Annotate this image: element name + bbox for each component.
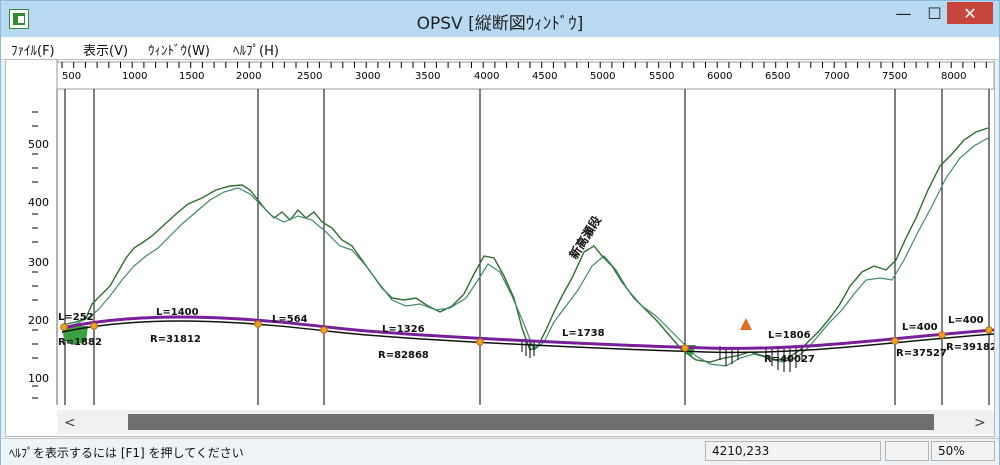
design-grade-line-2 xyxy=(61,320,995,354)
status-message: ﾍﾙﾌﾟを表示するには [F1] を押してください xyxy=(9,446,244,460)
ground-profile-line xyxy=(61,127,989,363)
grade-points xyxy=(60,320,993,352)
menu-view[interactable]: 表示(V) xyxy=(83,44,129,59)
menu-file[interactable]: ﾌｧｲﾙ(F) xyxy=(11,44,55,59)
minimize-button[interactable]: — xyxy=(895,3,912,23)
window-title: OPSV [縦断図ｳｨﾝﾄﾞｳ] xyxy=(416,14,584,34)
y-axis-ticks xyxy=(32,111,38,399)
y-label-300: 300 xyxy=(28,256,49,269)
status-zoom: 50% xyxy=(931,441,995,461)
label-l400a: L=400 xyxy=(902,322,938,333)
close-button[interactable]: ✕ xyxy=(947,2,993,24)
ruler-label-2500: 2500 xyxy=(297,71,322,82)
label-r1882: R=1882 xyxy=(58,337,102,348)
y-label-200: 200 xyxy=(28,314,49,327)
ruler-label-2000: 2000 xyxy=(236,71,261,82)
ruler-label-500: 500 xyxy=(62,71,81,82)
ruler-label-7000: 7000 xyxy=(824,71,849,82)
menu-window[interactable]: ｳｨﾝﾄﾞｳ(W) xyxy=(148,44,210,59)
menu-bar: ﾌｧｲﾙ(F) 表示(V) ｳｨﾝﾄﾞｳ(W) ﾍﾙﾌﾟ(H) xyxy=(1,37,999,60)
label-l1326: L=1326 xyxy=(382,324,425,335)
menu-help[interactable]: ﾍﾙﾌﾟ(H) xyxy=(233,44,279,59)
label-r37527: R=37527 xyxy=(896,348,947,359)
label-r39182: R=39182 xyxy=(946,342,994,353)
y-label-400: 400 xyxy=(28,196,49,209)
ruler-label-6000: 6000 xyxy=(707,71,732,82)
label-l564: L=564 xyxy=(272,314,308,325)
label-r31812: R=31812 xyxy=(150,334,201,345)
ruler-label-7500: 7500 xyxy=(882,71,907,82)
ruler-label-5500: 5500 xyxy=(649,71,674,82)
station-annotation: 新高瀬段 xyxy=(566,212,605,262)
profile-canvas[interactable]: 500 400 300 200 100 500 1000 1500 2000 2… xyxy=(6,60,997,436)
label-l1400: L=1400 xyxy=(156,307,199,318)
ruler-label-4000: 4000 xyxy=(474,71,499,82)
status-bar: ﾍﾙﾌﾟを表示するには [F1] を押してください 4210,233 50% xyxy=(1,438,999,465)
ruler-label-6500: 6500 xyxy=(765,71,790,82)
profile-view[interactable]: 500 400 300 200 100 500 1000 1500 2000 2… xyxy=(5,59,997,437)
scroll-right-arrow[interactable]: > xyxy=(974,415,986,431)
ruler-label-1000: 1000 xyxy=(122,71,147,82)
ruler-ticks xyxy=(61,62,987,68)
status-blank xyxy=(885,441,929,461)
ruler-label-4500: 4500 xyxy=(532,71,557,82)
title-bar[interactable]: OPSV [縦断図ｳｨﾝﾄﾞｳ] — ☐ ✕ xyxy=(1,1,999,37)
section-break-lines xyxy=(64,89,990,405)
ruler-label-1500: 1500 xyxy=(179,71,204,82)
y-label-500: 500 xyxy=(28,138,49,151)
cut-region-orange xyxy=(740,318,752,330)
label-l1806: L=1806 xyxy=(768,330,811,341)
ruler-label-8000: 8000 xyxy=(941,71,966,82)
ruler-label-5000: 5000 xyxy=(590,71,615,82)
label-r82868: R=82868 xyxy=(378,350,429,361)
label-r40027: R=40027 xyxy=(764,354,815,365)
distance-ruler xyxy=(56,61,995,90)
maximize-button[interactable]: ☐ xyxy=(927,3,942,23)
y-label-100: 100 xyxy=(28,372,49,385)
status-coordinates: 4210,233 xyxy=(705,441,881,461)
label-l252: L=252 xyxy=(58,312,94,323)
scrollbar-thumb[interactable] xyxy=(128,414,934,430)
ruler-label-3500: 3500 xyxy=(415,71,440,82)
label-l400b: L=400 xyxy=(948,315,984,326)
design-grade-line xyxy=(61,315,995,350)
ruler-label-3000: 3000 xyxy=(355,71,380,82)
scroll-left-arrow[interactable]: < xyxy=(64,415,76,431)
ground-profile-line-2 xyxy=(61,137,989,367)
label-l1738: L=1738 xyxy=(562,328,605,339)
app-icon[interactable] xyxy=(9,9,29,29)
